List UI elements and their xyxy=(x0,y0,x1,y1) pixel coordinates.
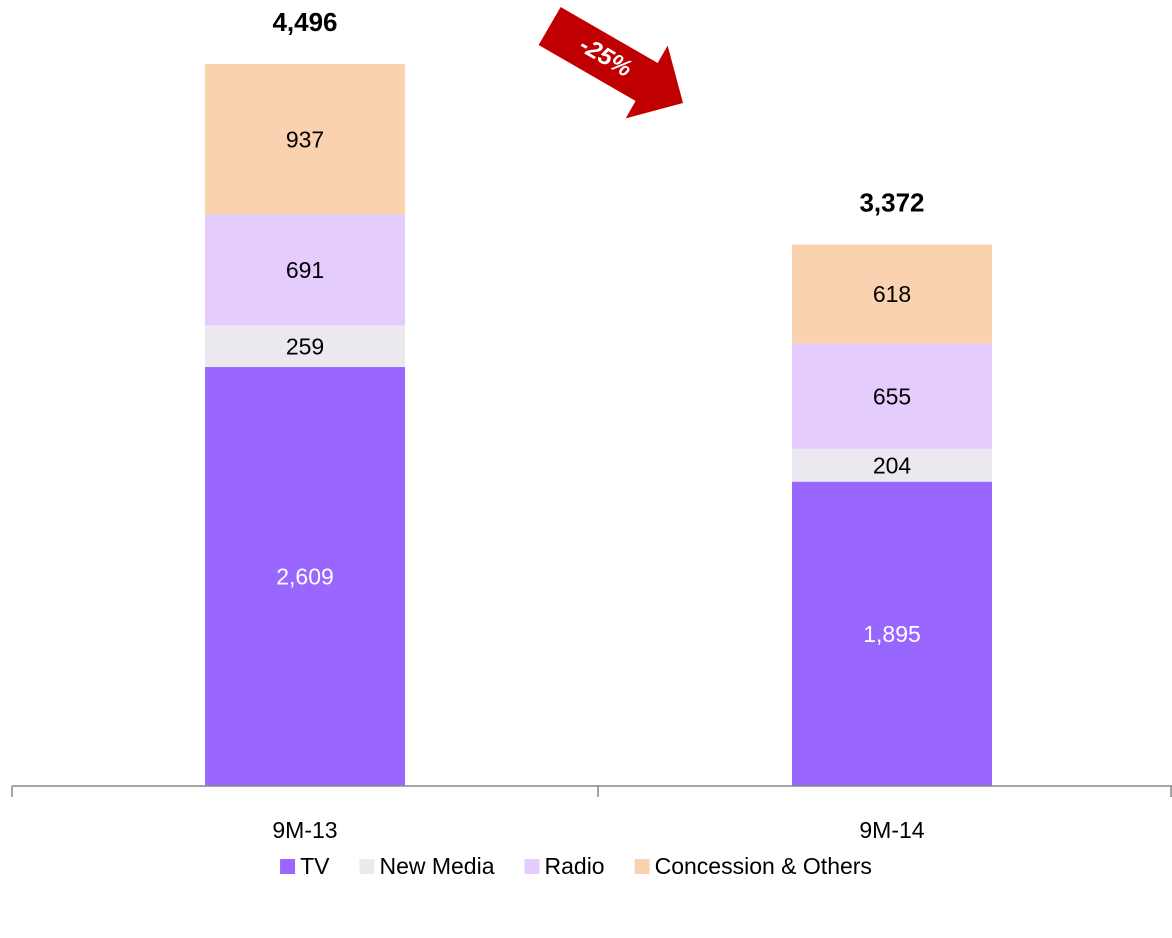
data-label: 691 xyxy=(286,257,324,283)
bar-segment xyxy=(792,448,992,482)
data-label: 1,895 xyxy=(863,621,921,647)
legend-label: Concession & Others xyxy=(655,853,872,879)
data-label: 2,609 xyxy=(276,564,334,590)
legend-label: Radio xyxy=(545,853,605,879)
bar-segment xyxy=(205,367,405,786)
data-label: 618 xyxy=(873,281,911,307)
total-label: 4,496 xyxy=(272,7,337,37)
legend: TV New Media Radio Concession & Others xyxy=(280,853,872,879)
bar-segment xyxy=(792,343,992,449)
bar-segment xyxy=(792,244,992,344)
bar-segment xyxy=(205,214,405,326)
legend-swatch xyxy=(634,859,650,874)
data-label: 204 xyxy=(873,452,912,478)
x-tick-label: 9M-13 xyxy=(272,817,337,843)
data-label: 259 xyxy=(286,333,324,359)
legend-swatch xyxy=(280,859,296,874)
data-label: 937 xyxy=(286,126,324,152)
change-arrow: -25% xyxy=(538,6,684,119)
bar-segment xyxy=(205,325,405,368)
legend-swatch xyxy=(359,859,375,874)
legend-swatch xyxy=(524,859,540,874)
total-label: 3,372 xyxy=(859,187,924,217)
legend-label: New Media xyxy=(379,853,494,879)
bar-segment xyxy=(205,64,405,215)
x-tick-label: 9M-14 xyxy=(859,817,924,843)
bar-segment xyxy=(792,481,992,786)
data-label: 655 xyxy=(873,383,911,409)
legend-label: TV xyxy=(300,853,330,879)
